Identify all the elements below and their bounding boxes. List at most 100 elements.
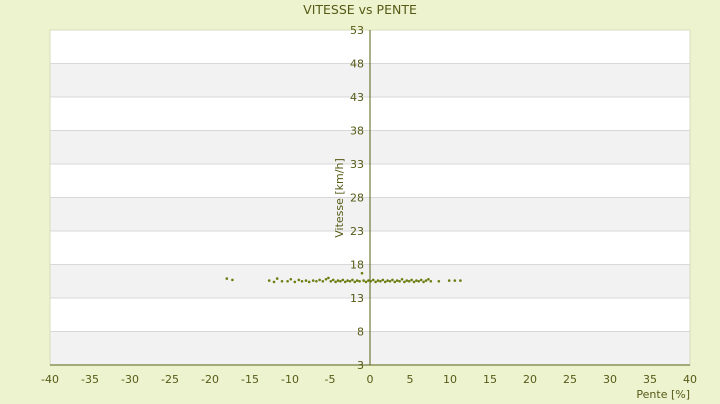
data-point: [321, 279, 325, 283]
data-point: [339, 279, 342, 283]
data-point: [315, 279, 318, 283]
x-tick-label: 35: [643, 373, 657, 386]
x-tick-labels: -40 -35 -30 -25 -20 -15 -10 -5 0 5 10 15 20 25 30 35 40: [41, 373, 697, 386]
data-point: [374, 280, 377, 284]
data-point: [371, 278, 375, 282]
data-point: [348, 279, 352, 283]
y-tick-label: 3: [357, 359, 364, 372]
chart-title: VITESSE vs PENTE: [303, 2, 417, 17]
data-point: [286, 279, 289, 283]
data-point: [275, 277, 279, 280]
data-point: [318, 278, 321, 282]
data-point: [410, 278, 413, 282]
data-point: [419, 278, 423, 282]
x-axis-label: Pente [%]: [636, 388, 690, 400]
data-point: [360, 271, 364, 275]
data-point: [400, 277, 404, 281]
data-point: [289, 277, 293, 281]
x-tick-label: -15: [241, 373, 259, 386]
data-point: [407, 279, 411, 283]
data-point: [437, 279, 441, 283]
y-tick-label: 53: [350, 24, 364, 37]
x-tick-label: -30: [121, 373, 139, 386]
y-tick-label: 8: [357, 326, 364, 339]
y-tick-label: 48: [350, 58, 364, 71]
y-tick-label: 38: [350, 125, 364, 138]
data-point: [329, 279, 333, 283]
data-point: [272, 280, 276, 284]
data-point: [327, 276, 330, 280]
data-point: [311, 279, 315, 282]
data-point: [225, 277, 229, 280]
data-point: [379, 279, 382, 283]
data-point: [343, 280, 347, 284]
data-point: [388, 279, 392, 283]
y-tick-label: 13: [350, 292, 364, 305]
data-point: [376, 279, 380, 282]
data-point: [369, 279, 373, 283]
y-tick-label: 23: [350, 225, 364, 238]
data-point: [300, 279, 304, 283]
data-point: [422, 280, 425, 284]
data-point: [362, 279, 365, 282]
data-point: [267, 279, 271, 282]
data-point: [280, 279, 284, 283]
axes: [50, 30, 690, 366]
data-point: [405, 279, 409, 282]
x-tick-label: 5: [407, 373, 414, 386]
data-point: [403, 280, 406, 284]
data-point: [351, 278, 354, 282]
x-tick-label: 0: [367, 373, 374, 386]
data-points: [225, 271, 462, 284]
x-tick-label: -20: [201, 373, 219, 386]
data-point: [304, 279, 308, 282]
y-tick-label: 33: [350, 158, 364, 171]
data-point: [393, 280, 397, 284]
data-point: [353, 280, 357, 284]
data-point: [341, 278, 345, 282]
data-point: [383, 280, 387, 284]
x-tick-label: 15: [483, 373, 497, 386]
data-point: [231, 278, 234, 282]
x-tick-label: 20: [523, 373, 537, 386]
x-tick-label: 10: [443, 373, 457, 386]
y-tick-label: 28: [350, 192, 364, 205]
x-tick-label: -5: [325, 373, 336, 386]
x-tick-label: -25: [161, 373, 179, 386]
x-tick-label: -40: [41, 373, 59, 386]
data-point: [417, 279, 421, 283]
data-point: [453, 279, 457, 282]
data-point: [398, 279, 401, 283]
x-tick-label: -10: [281, 373, 299, 386]
data-point: [364, 280, 368, 284]
data-point: [381, 278, 385, 282]
data-point: [293, 280, 297, 284]
data-point: [415, 279, 418, 282]
x-tick-label: 30: [603, 373, 617, 386]
data-point: [412, 280, 416, 284]
y-tick-label: 43: [350, 91, 364, 104]
data-point: [447, 279, 451, 282]
x-tick-label: 25: [563, 373, 577, 386]
data-point: [367, 279, 370, 282]
y-axis-label: Vitesse [km/h]: [333, 158, 346, 238]
data-point: [355, 279, 359, 282]
y-tick-label: 18: [350, 259, 364, 272]
data-point: [391, 278, 394, 282]
data-point: [395, 279, 399, 282]
data-point: [336, 279, 340, 282]
data-point: [427, 277, 430, 281]
data-point: [324, 277, 328, 281]
x-tick-label: 40: [683, 373, 697, 386]
data-point: [331, 278, 335, 282]
data-point: [307, 280, 311, 284]
data-point: [386, 279, 389, 282]
data-point: [459, 279, 462, 282]
data-point: [424, 279, 428, 282]
x-tick-label: -35: [81, 373, 99, 386]
data-point: [297, 278, 301, 282]
data-point: [346, 279, 349, 282]
data-point: [334, 280, 337, 284]
